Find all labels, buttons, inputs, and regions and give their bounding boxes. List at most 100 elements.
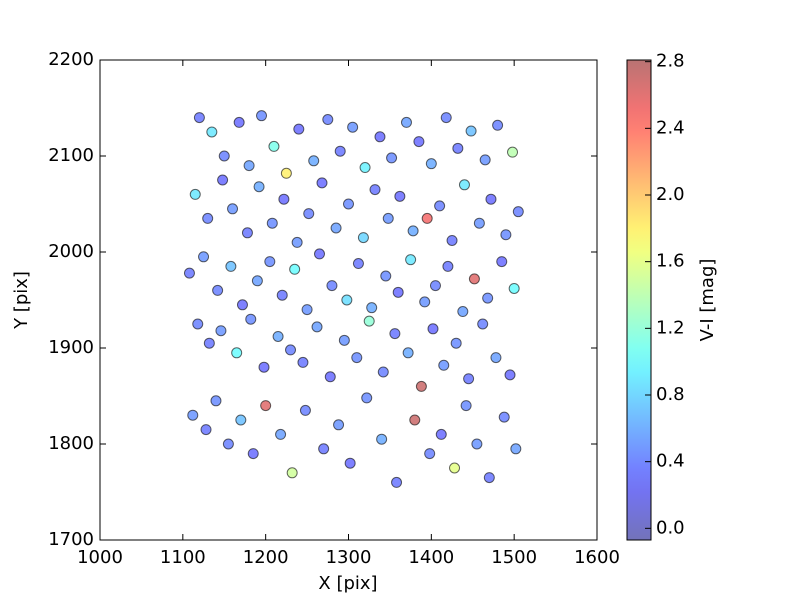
x-tick-label: 1600 [574,547,620,568]
point [473,217,485,229]
point [272,330,284,342]
point [500,229,512,241]
point [377,366,389,378]
x-tick-label: 1400 [408,547,454,568]
point [187,409,199,421]
point [189,188,201,200]
point [482,292,494,304]
point [382,212,394,224]
point [275,428,287,440]
y-tick-label: 1700 [48,529,94,550]
point [241,227,253,239]
point [266,217,278,229]
point [357,232,369,244]
point [391,476,403,488]
point [468,273,480,285]
point [449,462,461,474]
point [419,296,431,308]
point [465,125,477,137]
point [333,419,345,431]
point [341,294,353,306]
point [245,313,257,325]
x-axis-label: X [pix] [318,573,377,594]
point [231,347,243,359]
point [376,433,388,445]
x-tick-label: 1100 [160,547,206,568]
point [285,344,297,356]
point [435,428,447,440]
y-tick-label: 2200 [48,49,94,70]
point [452,142,464,154]
colorbar-tick-label: 0.8 [656,384,685,405]
point [276,289,288,301]
point [198,251,210,263]
point [351,352,363,364]
point [215,325,227,337]
point [344,457,356,469]
point [183,267,195,279]
point [247,448,259,460]
point [192,318,204,330]
point [324,371,336,383]
point [264,256,276,268]
point [442,260,454,272]
point [301,304,313,316]
point [251,275,263,287]
point [291,236,303,248]
point [299,404,311,416]
y-tick-label: 1900 [48,337,94,358]
point [392,286,404,298]
point [415,380,427,392]
point [286,467,298,479]
point [479,154,491,166]
point [510,443,522,455]
point [222,438,234,450]
colorbar-tick-label: 1.6 [656,251,685,272]
point [200,424,212,436]
point [347,121,359,133]
point [427,323,439,335]
point [235,414,247,426]
point [429,280,441,292]
point [308,155,320,167]
point [504,369,516,381]
point [492,119,504,131]
point [440,112,452,124]
point [202,212,214,224]
point [253,181,265,193]
y-axis-label: Y [pix] [11,271,32,330]
point [233,116,245,128]
point [338,334,350,346]
point [496,256,508,268]
point [334,145,346,157]
point [380,270,392,282]
point [450,337,462,349]
point [330,222,342,234]
point [507,146,519,158]
point [289,263,301,275]
point [193,112,205,124]
colorbar-tick-label: 2.4 [656,117,685,138]
colorbar-label: V-I [mag] [697,259,718,342]
point [361,392,373,404]
point [236,299,248,311]
point [326,280,338,292]
point [457,306,469,318]
point [316,177,328,189]
y-tick-label: 2100 [48,145,94,166]
point [363,315,375,327]
point [400,116,412,128]
point [386,152,398,164]
point [243,160,255,172]
y-tick-label: 1800 [48,433,94,454]
point [311,321,323,333]
colorbar-tick-label: 1.2 [656,317,685,338]
point [458,179,470,191]
point [405,254,417,266]
point [359,162,371,174]
point [256,110,268,122]
point [218,150,230,162]
point [483,472,495,484]
point [512,206,524,218]
point [434,200,446,212]
